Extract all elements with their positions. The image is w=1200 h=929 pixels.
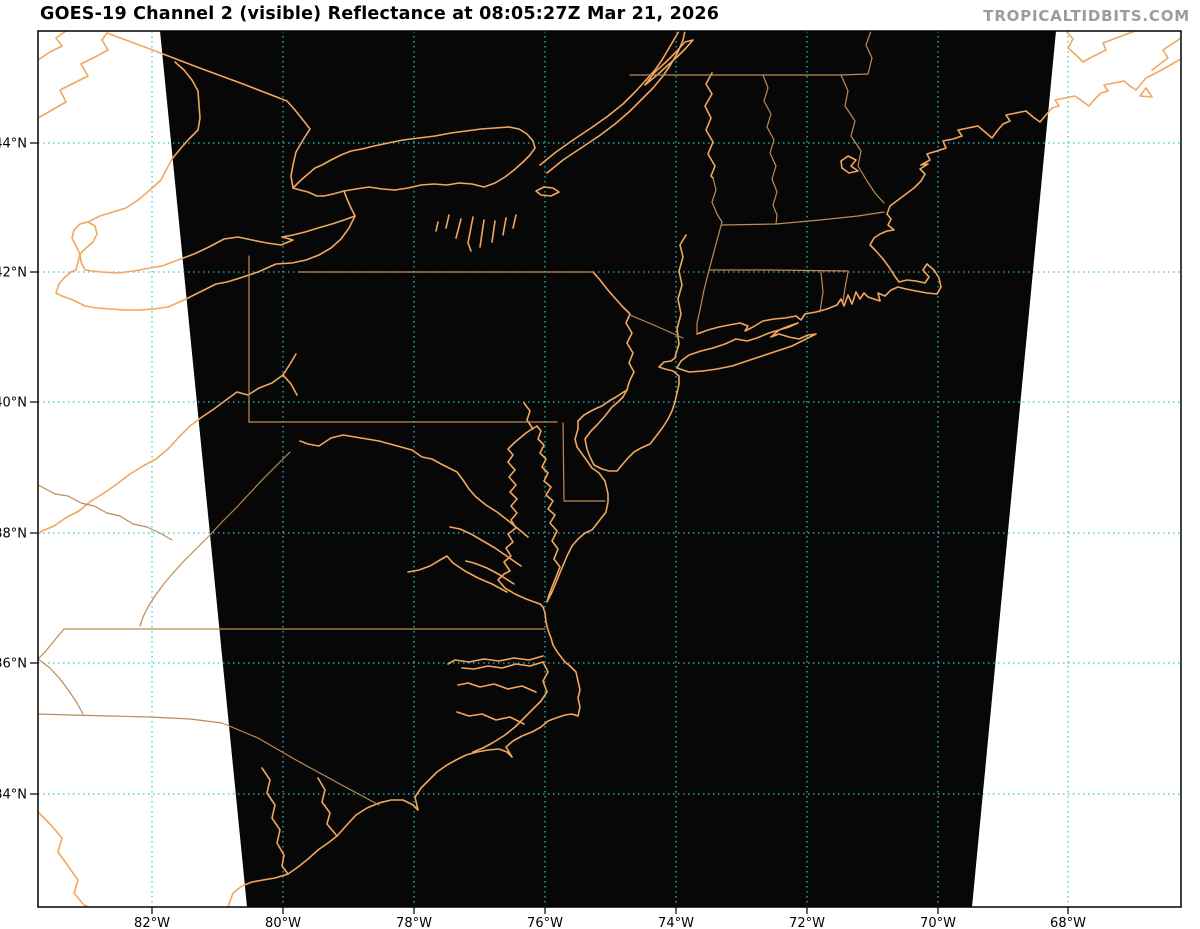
lon-tick-label: 82°W xyxy=(134,916,170,929)
image-title: GOES-19 Channel 2 (visible) Reflectance … xyxy=(40,4,720,24)
lon-tick-label: 70°W xyxy=(920,916,956,929)
satellite-scan-region xyxy=(160,31,1056,907)
coastlines-and-water xyxy=(261,767,289,875)
coastlines-and-water xyxy=(502,217,507,236)
coastlines-and-water xyxy=(445,214,450,229)
state-borders xyxy=(629,314,684,339)
coastlines-and-water xyxy=(317,777,338,837)
lon-tick-label: 72°W xyxy=(789,916,825,929)
state-borders xyxy=(696,177,723,335)
coastlines-and-water xyxy=(512,214,517,229)
coastlines-and-water xyxy=(71,221,98,255)
coastlines-and-water xyxy=(461,661,544,670)
coastlines-and-water xyxy=(592,271,635,391)
lon-tick-label: 74°W xyxy=(658,916,694,929)
coastlines-and-water xyxy=(407,555,508,593)
coastlines-and-water xyxy=(435,221,439,232)
lon-tick-label: 76°W xyxy=(527,916,563,929)
coastlines-and-water xyxy=(546,31,686,174)
coastlines-and-water xyxy=(479,219,485,248)
state-borders xyxy=(721,211,885,226)
coastlines-and-water xyxy=(343,190,356,217)
coastlines-and-water xyxy=(674,234,687,358)
coastlines-and-water xyxy=(87,61,201,223)
coastlines-and-water xyxy=(491,220,496,243)
state-borders xyxy=(139,451,291,627)
lat-tick-label: 36°N xyxy=(0,657,27,672)
coastlines-and-water xyxy=(447,655,544,665)
coastlines-and-water xyxy=(79,215,356,274)
coastlines-and-water xyxy=(282,374,298,396)
tropicaltidbits-watermark: TROPICALTIDBITS.COM xyxy=(983,7,1190,25)
lat-tick-label: 44°N xyxy=(0,137,27,152)
coastlines-and-water xyxy=(535,186,560,197)
state-borders xyxy=(708,269,849,272)
lat-tick-label: 42°N xyxy=(0,266,27,281)
state-borders xyxy=(38,713,380,806)
coastlines-and-water xyxy=(55,215,356,311)
lon-tick-label: 78°W xyxy=(396,916,432,929)
coastlines-and-water xyxy=(1065,31,1136,63)
state-borders xyxy=(840,74,885,204)
coastlines-and-water xyxy=(644,39,694,86)
coastlines-and-water xyxy=(282,353,297,376)
coastlines-and-water xyxy=(840,155,859,174)
state-borders xyxy=(819,271,824,313)
coastlines-and-water xyxy=(465,560,515,585)
coastlines-and-water xyxy=(38,31,67,61)
lon-tick-label: 80°W xyxy=(265,916,301,929)
coastlines-and-water xyxy=(456,711,525,725)
lat-tick-label: 38°N xyxy=(0,527,27,542)
lon-tick-label: 68°W xyxy=(1050,916,1086,929)
plot-border xyxy=(37,30,1182,908)
lat-tick-label: 34°N xyxy=(0,788,27,803)
coastlines-and-water xyxy=(1151,37,1181,71)
coastlines-and-water xyxy=(38,374,284,535)
coastlines-and-water xyxy=(292,126,536,197)
state-borders xyxy=(38,628,65,660)
coastlines-and-water xyxy=(696,58,1181,335)
coastlines-and-water xyxy=(38,32,109,119)
coastlines-and-water xyxy=(704,72,716,179)
coastlines-and-water xyxy=(457,682,537,693)
coastlines-and-water xyxy=(106,32,311,189)
coastlines-and-water xyxy=(449,526,522,567)
coastlines-and-water xyxy=(472,661,549,753)
coastlines-and-water xyxy=(38,811,89,907)
state-borders xyxy=(762,74,778,225)
coastlines-and-water xyxy=(539,31,680,166)
state-borders xyxy=(562,422,606,502)
coastlines-and-water xyxy=(523,402,534,430)
coastlines-and-water xyxy=(676,322,817,373)
state-borders xyxy=(38,484,173,541)
state-borders xyxy=(38,658,84,715)
coastlines-and-water xyxy=(455,218,462,239)
state-borders xyxy=(839,31,873,76)
state-borders xyxy=(842,271,849,303)
coastlines-and-water xyxy=(299,434,529,538)
coastlines-and-water xyxy=(227,603,581,907)
lat-tick-label: 40°N xyxy=(0,396,27,411)
coastlines-and-water xyxy=(467,216,474,252)
coastlines-and-water xyxy=(1139,87,1153,98)
coastlines-and-water xyxy=(497,357,680,605)
